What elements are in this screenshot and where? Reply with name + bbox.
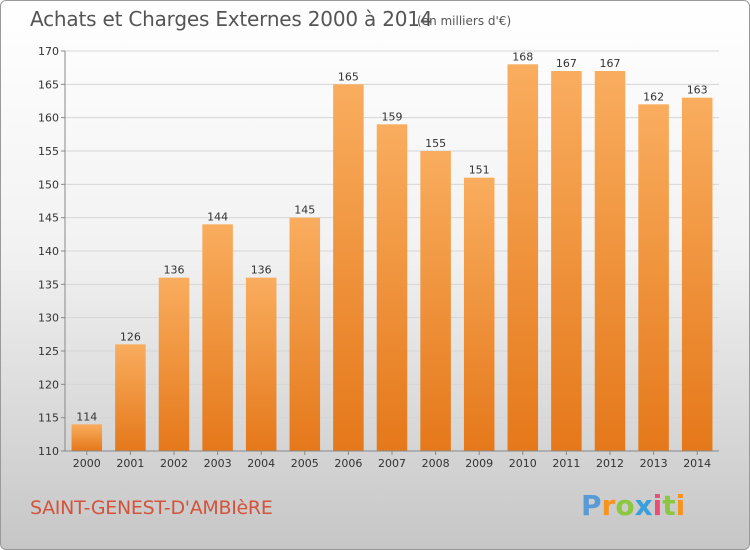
- bar-2004: [245, 277, 277, 451]
- y-tick-label: 170: [38, 45, 59, 58]
- bar-2007: [376, 124, 408, 451]
- data-label-2000: 114: [76, 410, 97, 423]
- logo-letter: x: [634, 489, 653, 522]
- y-tick-label: 160: [38, 112, 59, 125]
- x-tick-label-2000: 2000: [73, 457, 101, 470]
- x-tick-label-2014: 2014: [683, 457, 711, 470]
- data-label-2003: 144: [207, 210, 228, 223]
- logo-letter: t: [662, 489, 676, 522]
- x-tick-label-2012: 2012: [596, 457, 624, 470]
- bar-2006: [333, 84, 364, 451]
- bar-2009: [463, 177, 495, 451]
- x-tick-label-2008: 2008: [422, 457, 450, 470]
- proxiti-logo: Proxiti: [581, 489, 685, 522]
- logo-letter: i: [652, 489, 663, 522]
- y-tick-label: 150: [38, 178, 59, 191]
- x-tick-label-2010: 2010: [509, 457, 537, 470]
- y-tick-label: 110: [38, 445, 59, 458]
- x-tick-label-2013: 2013: [640, 457, 668, 470]
- data-label-2001: 126: [120, 330, 141, 343]
- data-label-2008: 155: [425, 137, 446, 150]
- data-label-2011: 167: [556, 57, 577, 70]
- x-tick-label-2002: 2002: [160, 457, 188, 470]
- data-label-2004: 136: [251, 264, 272, 277]
- data-label-2009: 151: [469, 164, 490, 177]
- y-tick-label: 145: [38, 212, 59, 225]
- bar-2013: [638, 104, 669, 451]
- data-label-2014: 163: [687, 84, 708, 97]
- logo-letter: P: [581, 489, 602, 522]
- data-label-2012: 167: [600, 57, 621, 70]
- y-tick-label: 130: [38, 312, 59, 325]
- bar-2012: [594, 71, 626, 451]
- data-label-2013: 162: [643, 90, 664, 103]
- bar-2003: [202, 224, 233, 451]
- bar-2008: [420, 151, 451, 451]
- x-tick-label-2011: 2011: [552, 457, 580, 470]
- y-tick-label: 155: [38, 145, 59, 158]
- bar-2011: [551, 71, 582, 451]
- y-tick-label: 135: [38, 278, 59, 291]
- bar-2002: [158, 277, 190, 451]
- logo-letter: r: [601, 489, 616, 522]
- y-tick-label: 120: [38, 378, 59, 391]
- x-tick-label-2003: 2003: [204, 457, 232, 470]
- chart-unit: (en milliers d'€): [417, 14, 512, 28]
- y-tick-label: 125: [38, 345, 59, 358]
- y-tick-label: 115: [38, 412, 59, 425]
- data-label-2002: 136: [164, 264, 185, 277]
- data-label-2007: 159: [382, 110, 403, 123]
- bar-2010: [507, 64, 539, 452]
- y-tick-label: 165: [38, 78, 59, 91]
- data-label-2010: 168: [512, 50, 533, 63]
- bar-2005: [289, 217, 321, 451]
- chart-title: Achats et Charges Externes 2000 à 2014: [30, 7, 433, 31]
- bar-2001: [115, 344, 146, 451]
- data-label-2005: 145: [294, 204, 315, 217]
- y-tick-label: 140: [38, 245, 59, 258]
- bar-2000: [71, 424, 103, 451]
- x-tick-label-2006: 2006: [334, 457, 362, 470]
- commune-name: SAINT-GENEST-D'AMBIèRE: [30, 497, 273, 519]
- x-tick-label-2007: 2007: [378, 457, 406, 470]
- bar-2014: [681, 97, 713, 452]
- logo-letter: i: [675, 489, 686, 522]
- logo-letter: o: [615, 489, 635, 522]
- x-tick-label-2001: 2001: [116, 457, 144, 470]
- data-label-2006: 165: [338, 70, 359, 83]
- x-tick-label-2004: 2004: [247, 457, 275, 470]
- x-tick-label-2005: 2005: [291, 457, 319, 470]
- x-tick-label-2009: 2009: [465, 457, 493, 470]
